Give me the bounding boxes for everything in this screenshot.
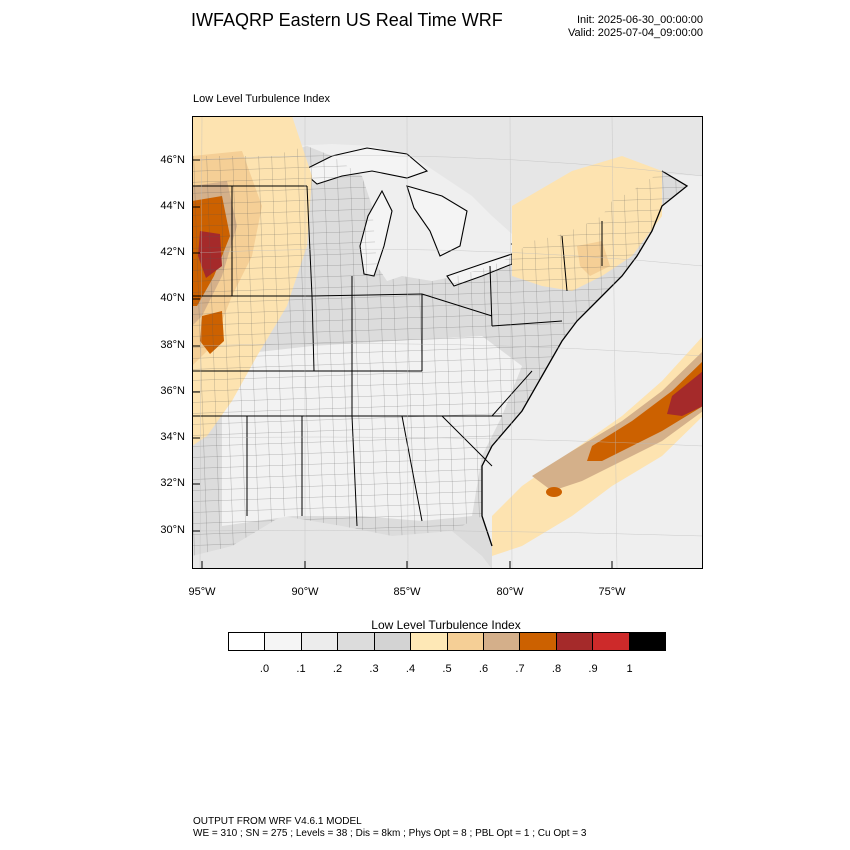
colorbar-label: .4 (405, 663, 416, 675)
lake-huron (406, 185, 468, 257)
lat-tick-30: 30°N (160, 524, 185, 536)
lat-tick-46: 46°N (160, 154, 185, 166)
colorbar-label: .7 (515, 663, 525, 675)
plot-title: IWFAQRP Eastern US Real Time WRF (191, 10, 503, 30)
coastline (481, 170, 689, 547)
colorbar-cell (301, 633, 339, 650)
colorbar-cell (229, 633, 266, 650)
lon-tick-75: 75°W (598, 586, 626, 598)
atlantic-orange (587, 361, 703, 461)
lat-tick-34: 34°N (160, 431, 185, 443)
colorbar-cell (411, 633, 448, 650)
lat-tick-44: 44°N (160, 200, 185, 212)
colorbar-label: .0 (259, 663, 270, 675)
state-boundaries (192, 185, 603, 527)
axis-ticks (192, 159, 613, 569)
lat-tick-36: 36°N (160, 385, 185, 397)
gulf-of-mexico (192, 516, 492, 569)
colorbar-label: .1 (296, 663, 306, 675)
colorbar-label: .6 (478, 663, 489, 675)
lat-tick-32: 32°N (160, 477, 185, 489)
lon-tick-95: 95°W (188, 586, 216, 598)
footer-line-2: WE = 310 ; SN = 275 ; Levels = 38 ; Dis … (193, 828, 587, 839)
colorbar-cell (629, 633, 666, 650)
graticule (192, 116, 703, 569)
colorbar (228, 632, 666, 651)
colorbar-label: .3 (369, 663, 379, 675)
init-time: Init: 2025-06-30_00:00:00 (577, 14, 703, 26)
colorbar-cell (447, 633, 484, 650)
colorbar-cell (520, 633, 557, 650)
colorbar-label: 1 (626, 663, 633, 675)
lon-tick-90: 90°W (291, 586, 319, 598)
atlantic-mid-band (532, 351, 703, 491)
colorbar-cell (374, 633, 412, 650)
colorbar-cell (556, 633, 594, 650)
colorbar-label: .8 (551, 663, 562, 675)
atlantic-orange-spot (546, 487, 562, 497)
atlantic-red (667, 371, 703, 416)
colorbar-label: .5 (442, 663, 452, 675)
model-footer: OUTPUT FROM WRF V4.6.1 MODEL WE = 310 ; … (193, 816, 586, 840)
turbulence-map (192, 116, 703, 569)
colorbar-cell (483, 633, 521, 650)
lon-tick-85: 85°W (393, 586, 421, 598)
colorbar-cell (265, 633, 302, 650)
valid-time: Valid: 2025-07-04_09:00:00 (568, 27, 703, 39)
colorbar-label: .2 (332, 663, 343, 675)
lat-tick-40: 40°N (160, 292, 185, 304)
lat-tick-38: 38°N (160, 339, 185, 351)
lon-tick-80: 80°W (496, 586, 524, 598)
lat-tick-42: 42°N (160, 246, 185, 258)
colorbar-label: .9 (588, 663, 598, 675)
init-valid-times: Init: 2025-06-30_00:00:00 Valid: 2025-07… (520, 14, 703, 40)
colorbar-cell (338, 633, 375, 650)
colorbar-cell (593, 633, 630, 650)
field-label: Low Level Turbulence Index (193, 93, 330, 105)
footer-line-1: OUTPUT FROM WRF V4.6.1 MODEL (193, 816, 362, 827)
colorbar-title: Low Level Turbulence Index (371, 618, 521, 632)
map-frame (192, 116, 703, 569)
